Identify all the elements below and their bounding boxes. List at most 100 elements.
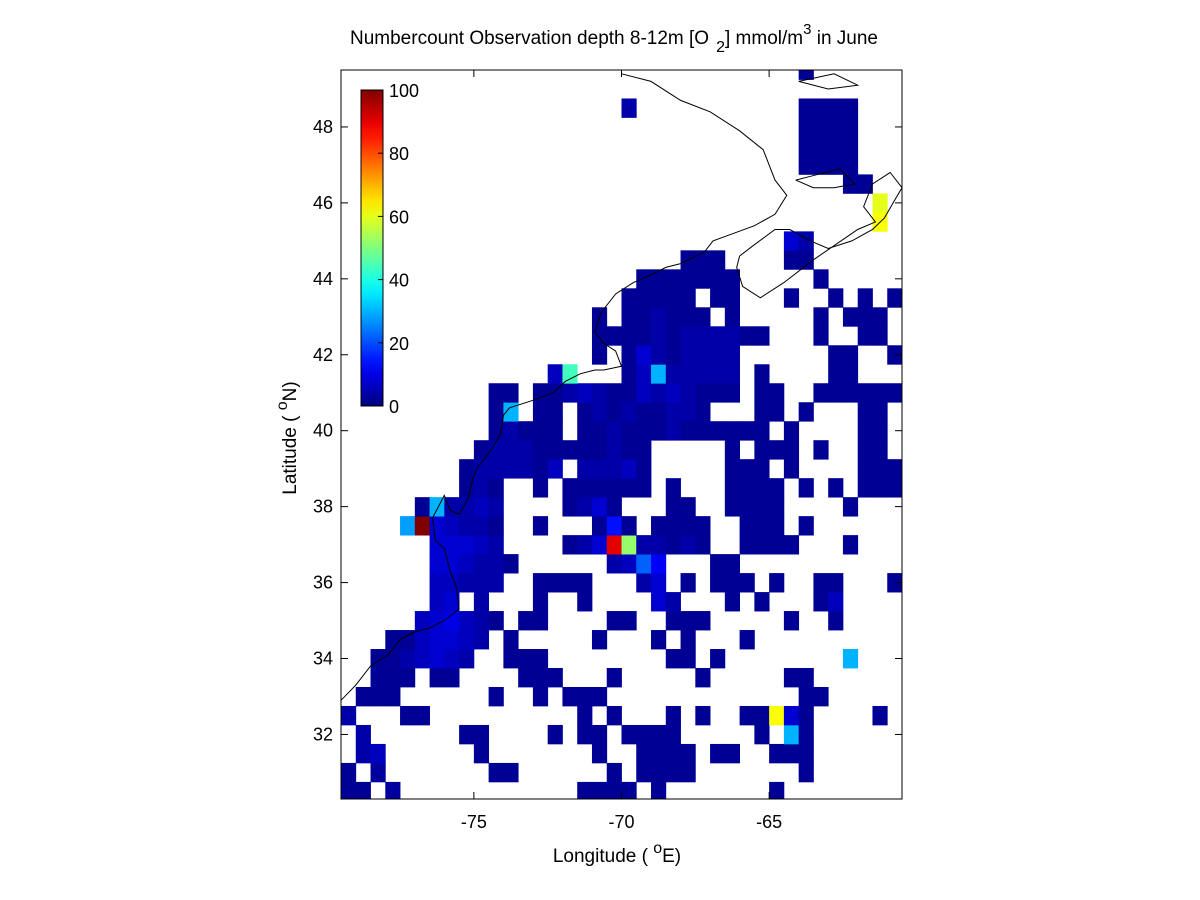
heatmap-cell <box>813 686 829 707</box>
heatmap-cell <box>680 421 696 441</box>
heatmap-cell <box>828 478 844 498</box>
heatmap-cell <box>724 383 740 403</box>
heatmap-cell <box>518 421 534 441</box>
heatmap-cell <box>562 686 578 707</box>
heatmap-cell <box>577 686 593 707</box>
heatmap-cell <box>783 611 800 631</box>
heatmap-cell <box>459 497 475 517</box>
heatmap-cell <box>872 705 888 726</box>
heatmap-cell <box>459 649 475 669</box>
heatmap-cell <box>651 630 667 650</box>
heatmap-cell <box>724 421 740 441</box>
heatmap-cell <box>872 402 888 422</box>
heatmap-cell <box>503 421 519 441</box>
heatmap-cell <box>606 762 622 783</box>
heatmap-cell <box>680 535 696 555</box>
heatmap-cell <box>444 592 460 612</box>
heatmap-cell <box>680 611 696 631</box>
heatmap-cell <box>680 326 696 346</box>
heatmap-cell <box>414 611 430 631</box>
heatmap-cell <box>665 705 681 726</box>
heatmap-cell <box>606 326 622 346</box>
heatmap-cell <box>606 535 622 555</box>
heatmap-cell <box>429 535 445 555</box>
heatmap-cell <box>798 478 814 498</box>
heatmap-cell <box>798 70 814 80</box>
heatmap-cell <box>414 705 430 726</box>
heatmap-cell <box>739 573 755 593</box>
heatmap-cell <box>355 781 371 799</box>
heatmap-cell <box>857 288 873 308</box>
y-tick-label: 46 <box>313 193 333 213</box>
heatmap-cell <box>739 459 755 479</box>
heatmap-cell <box>562 383 578 403</box>
heatmap-cell <box>665 535 681 555</box>
heatmap-cells <box>341 70 902 799</box>
heatmap-cell <box>591 497 608 517</box>
heatmap-cell <box>606 459 622 479</box>
heatmap-cell <box>547 573 563 593</box>
heatmap-cell <box>872 383 888 403</box>
heatmap-cell <box>429 497 445 517</box>
heatmap-cell <box>769 705 785 726</box>
heatmap-cell <box>724 326 740 346</box>
heatmap-cell <box>621 402 637 422</box>
heatmap-cell <box>695 535 711 555</box>
heatmap-cell <box>621 421 637 441</box>
heatmap-cell <box>591 630 608 650</box>
heatmap-cell <box>503 554 519 574</box>
heatmap-cell <box>577 402 593 422</box>
heatmap-cell <box>710 554 726 574</box>
heatmap-cell <box>680 269 696 289</box>
heatmap-cell <box>385 649 401 669</box>
heatmap-cell <box>488 516 504 536</box>
y-tick-label: 36 <box>313 573 333 593</box>
heatmap-cell <box>739 326 755 346</box>
heatmap-cell <box>754 535 770 555</box>
heatmap-cell <box>636 762 652 783</box>
heatmap-cell <box>621 288 637 308</box>
heatmap-cell <box>577 497 593 517</box>
heatmap-cell <box>606 440 622 460</box>
heatmap-cell <box>400 705 416 726</box>
heatmap-cell <box>473 743 490 764</box>
heatmap-cell <box>680 630 696 650</box>
heatmap-cell <box>680 402 696 422</box>
heatmap-cell <box>842 98 859 118</box>
heatmap-cell <box>739 478 755 498</box>
heatmap-cell <box>724 573 740 593</box>
heatmap-cell <box>813 269 829 289</box>
y-tick-label: 44 <box>313 269 333 289</box>
heatmap-cell <box>651 364 667 384</box>
heatmap-cell <box>783 705 800 726</box>
heatmap-cell <box>636 326 652 346</box>
heatmap-cell <box>562 573 578 593</box>
heatmap-cell <box>591 459 608 479</box>
heatmap-cell <box>857 174 873 194</box>
heatmap-cell <box>636 478 652 498</box>
heatmap-cell <box>710 364 726 384</box>
heatmap-cell <box>459 724 475 745</box>
heatmap-cell <box>621 516 637 536</box>
heatmap-cell <box>710 743 726 764</box>
heatmap-cell <box>591 516 608 536</box>
heatmap-cell <box>665 326 681 346</box>
heatmap-cell <box>547 364 563 384</box>
y-tick-label: 38 <box>313 497 333 517</box>
heatmap-cell <box>621 98 637 118</box>
plot-area: -75 -70 -65 32 34 36 38 40 42 44 46 48 <box>313 69 903 832</box>
heatmap-cell <box>872 193 888 213</box>
heatmap-cell <box>651 269 667 289</box>
heatmap-cell <box>651 326 667 346</box>
heatmap-cell <box>621 554 637 574</box>
heatmap-cell <box>887 573 902 593</box>
heatmap-cell <box>532 516 549 536</box>
heatmap-cell <box>621 781 637 799</box>
heatmap-cell <box>798 98 814 118</box>
heatmap-cell <box>562 440 578 460</box>
heatmap-cell <box>798 136 814 156</box>
heatmap-cell <box>444 668 460 688</box>
heatmap-cell <box>444 554 460 574</box>
heatmap-cell <box>783 231 800 251</box>
heatmap-cell <box>857 440 873 460</box>
